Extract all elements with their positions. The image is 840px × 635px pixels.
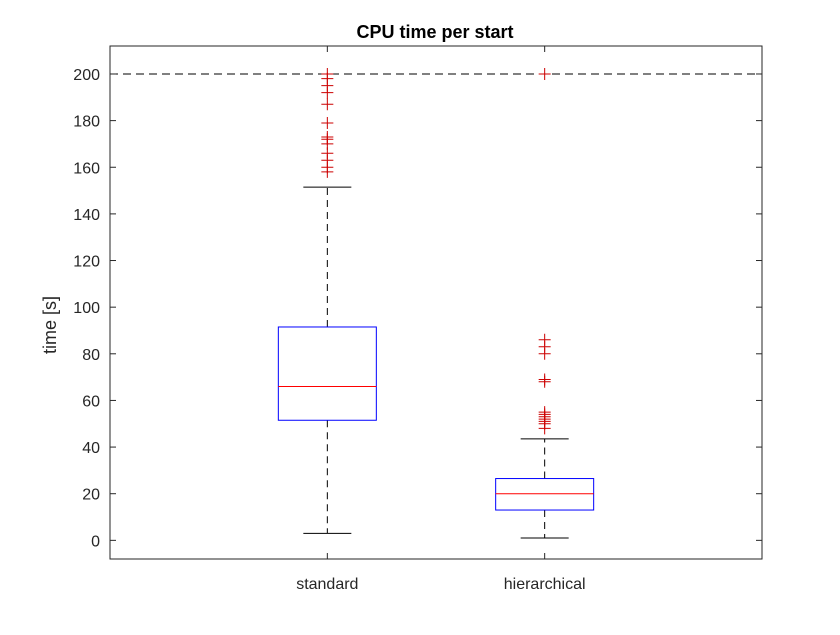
y-tick-label: 180 — [73, 114, 100, 131]
outlier-marker — [321, 116, 334, 129]
y-tick-label: 20 — [82, 487, 100, 504]
outlier-marker — [538, 406, 551, 419]
outlier-marker — [538, 333, 551, 346]
chart-title: CPU time per start — [356, 22, 513, 42]
x-tick-label: hierarchical — [504, 576, 586, 593]
y-tick-label: 0 — [91, 533, 100, 550]
y-tick-label: 200 — [73, 67, 100, 84]
y-tick-label: 40 — [82, 440, 100, 457]
outlier-marker — [321, 67, 334, 80]
y-tick-label: 160 — [73, 160, 100, 177]
box-standard — [277, 326, 377, 421]
outlier-marker — [538, 67, 551, 80]
axes-frame — [109, 45, 763, 560]
plot-area: 0 20 40 60 80 100 120 140 160 180 200 standard hiera… — [73, 45, 763, 593]
y-tick-label: 60 — [82, 393, 100, 410]
x-tick-label: standard — [296, 576, 358, 593]
outlier-marker — [321, 98, 334, 111]
box-hierarchical — [495, 478, 595, 511]
outlier-marker — [538, 373, 551, 386]
y-tick-label: 120 — [73, 254, 100, 271]
outlier-marker — [321, 130, 334, 143]
y-tick-label: 80 — [82, 347, 100, 364]
y-tick-label: 100 — [73, 300, 100, 317]
y-tick-label: 140 — [73, 207, 100, 224]
y-axis-label: time [s] — [40, 296, 60, 354]
